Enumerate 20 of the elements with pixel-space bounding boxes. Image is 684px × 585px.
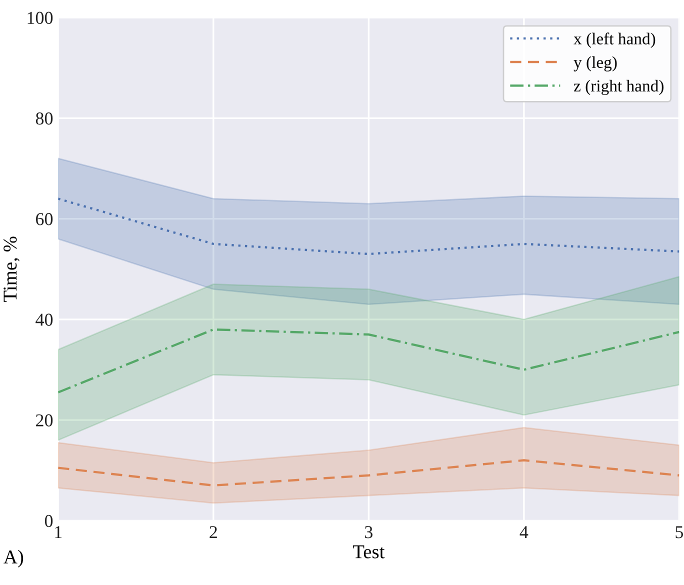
x-tick-label: 5	[676, 526, 684, 538]
text: A)	[4, 550, 24, 568]
y-tick-label: 100	[28, 12, 53, 24]
legend-label: y (leg)	[574, 56, 617, 72]
line-series	[58, 328, 680, 394]
line-series	[58, 198, 680, 256]
y-axis-title: Time, %	[4, 236, 20, 302]
y-tick-label: 20	[36, 414, 53, 426]
y-tick-label: 40	[36, 314, 53, 326]
y-tick-label: 80	[36, 112, 53, 125]
x-tick-label: 3	[365, 526, 372, 538]
line-series	[58, 459, 680, 487]
y-tick-label: 60	[36, 213, 53, 226]
legend-label: x (left hand)	[574, 32, 656, 48]
x-tick-label: 4	[520, 526, 528, 538]
x-axis-title: Test	[352, 545, 385, 558]
legend-label: z (right hand)	[574, 80, 664, 96]
x-tick-label: 1	[55, 526, 62, 538]
x-tick-label: 2	[210, 526, 217, 538]
y-tick-label: 0	[44, 514, 53, 528]
